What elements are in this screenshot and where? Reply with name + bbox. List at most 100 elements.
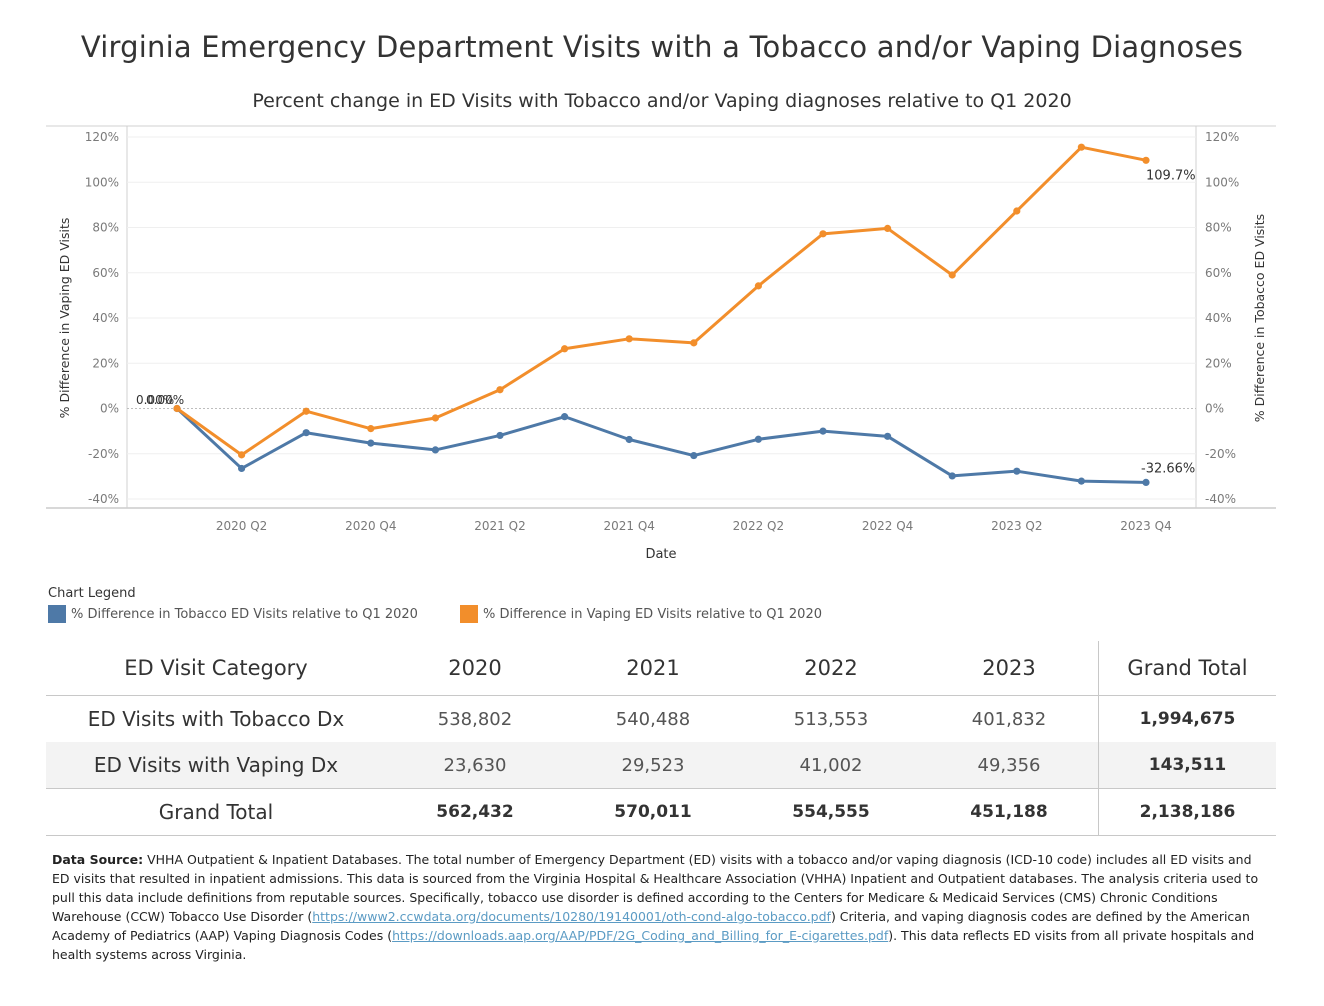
y-tick-label-right: 20% bbox=[1205, 356, 1232, 370]
table-header: 2020 bbox=[386, 641, 564, 696]
table-cell: 513,553 bbox=[793, 708, 869, 730]
x-tick-label: 2020 Q2 bbox=[216, 519, 267, 533]
y-tick-label-left: 40% bbox=[92, 311, 119, 325]
table-header: 2023 bbox=[920, 641, 1099, 696]
data-point-tobacco bbox=[1077, 477, 1085, 485]
data-point-vaping bbox=[561, 345, 569, 353]
data-point-vaping bbox=[302, 407, 310, 415]
data-point-vaping bbox=[884, 224, 892, 233]
data-point-tobacco bbox=[1013, 467, 1021, 475]
data-point-vaping bbox=[367, 425, 375, 433]
table-cell: 49,356 bbox=[920, 742, 1099, 789]
source-label: Data Source: bbox=[52, 852, 144, 867]
y-tick-label-right: 80% bbox=[1205, 221, 1232, 235]
table-cell: 538,802 bbox=[437, 708, 513, 730]
data-point-vaping bbox=[1077, 143, 1085, 151]
row-label: ED Visits with Vaping Dx bbox=[46, 742, 386, 789]
y-tick-label-right: 120% bbox=[1205, 130, 1239, 144]
table-cell: 570,011 bbox=[564, 788, 742, 836]
data-point-vaping bbox=[754, 282, 763, 290]
data-point-tobacco bbox=[431, 446, 439, 454]
table-header: ED Visit Category bbox=[46, 641, 386, 696]
chart-subtitle: Percent change in ED Visits with Tobacco… bbox=[252, 90, 1072, 112]
table-cell: 562,432 bbox=[386, 788, 564, 836]
y-axis-title-left: % Difference in Vaping ED Visits bbox=[57, 218, 72, 419]
legend-title: Chart Legend bbox=[48, 586, 136, 601]
data-point-vaping bbox=[496, 386, 504, 394]
table-cell: 401,832 bbox=[971, 708, 1047, 730]
x-tick-label: 2021 Q4 bbox=[603, 519, 654, 533]
vaping-codes-link[interactable]: https://downloads.aap.org/AAP/PDF/2G_Cod… bbox=[392, 928, 889, 943]
data-point-tobacco bbox=[754, 435, 763, 443]
table-header-row: ED Visit Category 2020 2021 2022 2023 Gr… bbox=[46, 641, 1276, 696]
x-tick-label: 2021 Q2 bbox=[474, 519, 525, 533]
data-point-vaping bbox=[948, 271, 956, 279]
data-point-tobacco bbox=[561, 413, 569, 421]
x-tick-label: 2023 Q4 bbox=[1120, 519, 1171, 533]
data-point-tobacco bbox=[884, 432, 892, 440]
source-text: ) Criteria, and vaping diagnosis codes a… bbox=[52, 909, 1250, 943]
table-cell: 451,188 bbox=[920, 788, 1099, 836]
table-row: ED Visits with Vaping Dx 23,630 29,523 4… bbox=[46, 742, 1276, 789]
y-axis-title-right: % Difference in Tobacco ED Visits bbox=[1252, 214, 1267, 422]
y-tick-label-right: 40% bbox=[1205, 311, 1232, 325]
y-tick-label-left: 60% bbox=[92, 266, 119, 280]
table-header: 2022 bbox=[742, 641, 920, 696]
y-tick-label-right: 100% bbox=[1205, 175, 1239, 189]
data-point-tobacco bbox=[948, 472, 956, 480]
y-tick-label-left: 80% bbox=[92, 221, 119, 235]
data-label-start-vaping: 0.00% bbox=[146, 393, 184, 407]
summary-table: ED Visit Category 2020 2021 2022 2023 Gr… bbox=[46, 641, 1276, 836]
data-point-vaping bbox=[1142, 156, 1150, 164]
chart-title: Virginia Emergency Department Visits wit… bbox=[80, 30, 1244, 64]
series-line-vaping bbox=[175, 145, 1148, 457]
data-point-vaping bbox=[819, 230, 827, 238]
data-label-start-tobacco: 0.00% bbox=[136, 393, 174, 407]
data-point-vaping bbox=[173, 404, 181, 413]
data-point-vaping bbox=[1013, 207, 1021, 215]
y-tick-label-left: -20% bbox=[88, 447, 119, 461]
data-point-tobacco bbox=[1142, 478, 1150, 486]
series-line-tobacco bbox=[175, 407, 1148, 484]
data-label-end-vaping: 109.7% bbox=[1146, 168, 1196, 183]
y-tick-label-left: 100% bbox=[85, 175, 119, 189]
tobacco-criteria-link[interactable]: https://www2.ccwdata.org/documents/10280… bbox=[312, 909, 831, 924]
x-tick-label: 2022 Q2 bbox=[733, 519, 784, 533]
table-cell-total: 143,511 bbox=[1098, 742, 1276, 789]
legend-swatch-tobacco bbox=[48, 605, 66, 623]
x-tick-label: 2022 Q4 bbox=[862, 519, 913, 533]
legend-label-tobacco: % Difference in Tobacco ED Visits relati… bbox=[71, 606, 418, 622]
table-cell: 29,523 bbox=[564, 742, 742, 789]
data-point-vaping bbox=[238, 451, 246, 459]
y-tick-label-left: 20% bbox=[92, 356, 119, 370]
data-point-vaping bbox=[625, 335, 633, 343]
data-label-end-tobacco: -32.66% bbox=[1141, 461, 1195, 476]
y-tick-label-left: 0% bbox=[100, 402, 119, 416]
table-total-row: Grand Total 562,432 570,011 554,555 451,… bbox=[46, 788, 1276, 836]
data-point-tobacco bbox=[819, 427, 827, 435]
table-cell: 540,488 bbox=[615, 708, 691, 730]
data-point-vaping bbox=[431, 414, 439, 422]
source-text: ). This data reflects ED visits from all… bbox=[52, 928, 1255, 962]
table-cell: 41,002 bbox=[742, 742, 920, 789]
line-chart: 120% 120% 100% 100% 80% 80% 60% 60% 40% 40% 20% 20%… bbox=[46, 125, 1276, 562]
data-point-tobacco bbox=[238, 464, 246, 473]
y-tick-label-right: -20% bbox=[1205, 447, 1236, 461]
table-cell: 554,555 bbox=[742, 788, 920, 836]
y-tick-label-right: -40% bbox=[1205, 492, 1236, 506]
data-point-tobacco bbox=[625, 435, 633, 444]
data-point-tobacco bbox=[496, 431, 504, 440]
table-cell-total: 2,138,186 bbox=[1098, 788, 1276, 836]
legend-label-vaping: % Difference in Vaping ED Visits relativ… bbox=[483, 606, 822, 622]
table-cell-total: 1,994,675 bbox=[1098, 695, 1276, 742]
legend-item-vaping: % Difference in Vaping ED Visits relativ… bbox=[460, 605, 822, 623]
source-text: VHHA Outpatient & Inpatient Databases. T… bbox=[52, 852, 1259, 924]
y-tick-label-right: 60% bbox=[1205, 266, 1232, 280]
table-header: 2021 bbox=[564, 641, 742, 696]
table-header: Grand Total bbox=[1098, 641, 1276, 696]
x-tick-label: 2020 Q4 bbox=[345, 519, 396, 533]
table-cell: 23,630 bbox=[386, 742, 564, 789]
data-point-tobacco bbox=[367, 439, 375, 447]
row-label: ED Visits with Tobacco Dx bbox=[87, 707, 345, 731]
legend-item-tobacco: % Difference in Tobacco ED Visits relati… bbox=[48, 605, 418, 623]
